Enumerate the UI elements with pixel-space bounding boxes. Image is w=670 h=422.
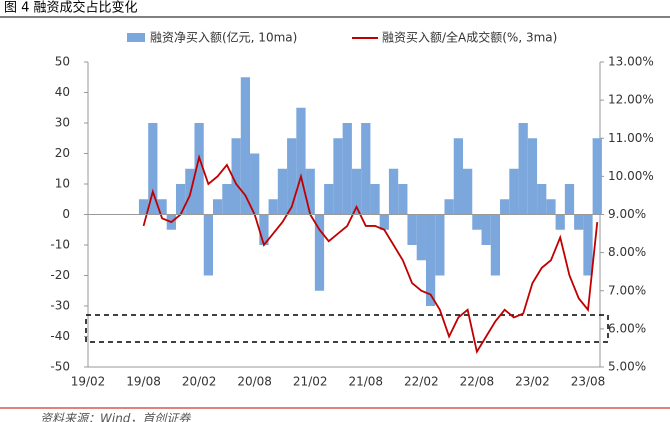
bar bbox=[555, 214, 565, 230]
y2-tick-label: 5.00% bbox=[608, 360, 646, 374]
x-tick-label: 21/02 bbox=[293, 375, 328, 389]
bar bbox=[370, 184, 380, 215]
x-tick-label: 23/02 bbox=[515, 375, 550, 389]
y-tick-label: 10 bbox=[55, 177, 70, 191]
bar bbox=[388, 168, 399, 215]
y-tick-label: 40 bbox=[55, 85, 70, 99]
bar bbox=[231, 138, 241, 215]
y-tick-label: -40 bbox=[50, 329, 70, 343]
y2-tick-label: 7.00% bbox=[608, 283, 646, 297]
bar bbox=[500, 199, 510, 215]
bar bbox=[463, 168, 473, 215]
x-tick-label: 22/02 bbox=[404, 375, 439, 389]
bar bbox=[305, 168, 315, 215]
bar bbox=[314, 214, 325, 291]
bar bbox=[574, 214, 584, 230]
bar bbox=[259, 214, 269, 245]
x-tick-label: 20/08 bbox=[237, 375, 272, 389]
bar bbox=[537, 184, 547, 215]
bar bbox=[222, 184, 232, 215]
bar bbox=[490, 214, 501, 276]
bar bbox=[138, 199, 149, 215]
x-tick-label: 22/08 bbox=[460, 375, 495, 389]
bar bbox=[416, 214, 426, 261]
bar bbox=[546, 199, 556, 215]
source-note: 资料来源：Wind，首创证券 bbox=[40, 412, 191, 422]
bar bbox=[277, 168, 288, 215]
y-tick-label: 20 bbox=[55, 146, 70, 160]
y2-tick-label: 11.00% bbox=[608, 131, 654, 145]
bar bbox=[324, 184, 334, 215]
bar bbox=[240, 77, 251, 215]
bar bbox=[351, 168, 362, 215]
bar bbox=[361, 123, 371, 215]
y-tick-label: 50 bbox=[55, 55, 70, 69]
legend-label: 融资买入额/全A成交额(%, 3ma) bbox=[382, 30, 557, 45]
bar bbox=[398, 184, 408, 215]
y2-tick-label: 10.00% bbox=[608, 169, 654, 183]
y-tick-label: -10 bbox=[50, 238, 70, 252]
bar bbox=[203, 214, 213, 276]
y-tick-label: 30 bbox=[55, 116, 70, 130]
bar bbox=[250, 153, 260, 215]
bar bbox=[333, 138, 343, 215]
bar bbox=[564, 184, 575, 215]
bar bbox=[213, 199, 223, 215]
y-tick-label: -20 bbox=[50, 268, 70, 282]
bar bbox=[481, 214, 491, 245]
x-tick-label: 21/08 bbox=[348, 375, 383, 389]
bar bbox=[342, 123, 352, 215]
highlight-box bbox=[85, 314, 609, 343]
y2-tick-label: 12.00% bbox=[608, 93, 654, 107]
bar bbox=[472, 214, 482, 230]
x-tick-label: 23/08 bbox=[571, 375, 606, 389]
bar bbox=[425, 214, 436, 306]
bar bbox=[379, 214, 389, 230]
y2-tick-label: 13.00% bbox=[608, 55, 654, 69]
chart-title: 图 4 融资成交占比变化 bbox=[4, 0, 138, 16]
bar bbox=[407, 214, 417, 245]
bar bbox=[527, 138, 538, 215]
y-tick-label: -30 bbox=[50, 299, 70, 313]
legend-label: 融资净买入额(亿元, 10ma) bbox=[150, 30, 297, 45]
y-tick-label: 0 bbox=[62, 207, 70, 221]
bar bbox=[444, 199, 454, 215]
bar bbox=[287, 138, 297, 215]
y2-tick-label: 9.00% bbox=[608, 207, 646, 221]
bar bbox=[157, 199, 167, 215]
bar bbox=[518, 123, 528, 215]
x-tick-label: 19/08 bbox=[126, 375, 161, 389]
bar bbox=[194, 123, 204, 215]
bar bbox=[268, 199, 278, 215]
y2-tick-label: 6.00% bbox=[608, 321, 646, 335]
bar bbox=[435, 214, 445, 276]
y-tick-label: -50 bbox=[50, 360, 70, 374]
y2-tick-label: 8.00% bbox=[608, 245, 646, 259]
x-tick-label: 19/02 bbox=[71, 375, 106, 389]
line bbox=[142, 154, 599, 355]
legend-swatch bbox=[127, 33, 145, 42]
bar bbox=[148, 123, 158, 215]
x-tick-label: 20/02 bbox=[182, 375, 217, 389]
bar bbox=[583, 214, 593, 276]
bar bbox=[296, 107, 306, 215]
bar bbox=[453, 138, 463, 215]
bar bbox=[509, 168, 519, 215]
bar bbox=[592, 138, 602, 215]
bar bbox=[175, 184, 186, 215]
